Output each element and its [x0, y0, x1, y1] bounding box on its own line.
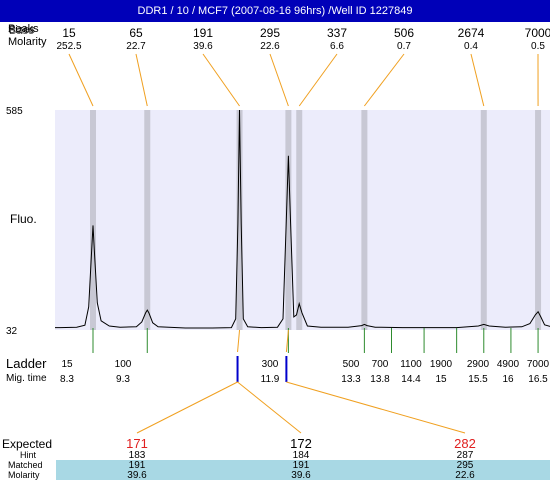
- matched-value: 191: [293, 460, 310, 471]
- ladder-time-label: 9.3: [116, 374, 130, 385]
- peak-callout-line: [298, 53, 338, 107]
- peak-band: [361, 110, 368, 330]
- peak-molarity-label: 39.6: [193, 41, 213, 52]
- molarity-label: Molarity: [8, 36, 47, 48]
- peak-size-label: 337: [327, 26, 347, 40]
- peaks-label: Peaks: [8, 23, 39, 35]
- sizes-label: Sizes: [8, 24, 35, 36]
- fluorescence-trace: [54, 109, 550, 329]
- hint-value: 183: [129, 450, 146, 461]
- peak-size-label: 295: [260, 26, 280, 40]
- header-labels: Peaks Sizes Base Molarity: [8, 23, 47, 48]
- peak-band: [285, 110, 292, 330]
- y-min-label: 32: [6, 326, 18, 337]
- base-label: Base: [9, 25, 34, 37]
- expected-link-line: [136, 381, 238, 434]
- peak-molarity-label: 22.6: [260, 41, 280, 52]
- peak-callout-line: [269, 53, 289, 107]
- plot-area: [55, 110, 550, 330]
- peak-molarity-label: 0.7: [397, 41, 411, 52]
- molarity-value: 39.6: [291, 470, 311, 480]
- peak-size-label: 15: [62, 26, 76, 40]
- peak-molarity-label: 6.6: [330, 41, 344, 52]
- ladder-time-label: 16: [502, 374, 514, 385]
- expected-value: 171: [126, 436, 148, 451]
- hint-value: 184: [293, 450, 310, 461]
- peak-band: [144, 110, 151, 330]
- peak-band: [236, 110, 243, 330]
- matched-value: 191: [129, 460, 146, 471]
- hint-label: Hint: [20, 450, 37, 460]
- ladder-size-label: 4900: [497, 359, 520, 370]
- peak-callout-line: [202, 53, 240, 107]
- ladder-time-label: 14.4: [401, 374, 421, 385]
- ladder-size-label: 500: [343, 359, 360, 370]
- peak-callout-line: [135, 53, 148, 107]
- matched-row-bg: [56, 460, 550, 480]
- peak-callout-line: [470, 53, 485, 107]
- ladder-label: Ladder: [6, 356, 47, 371]
- ladder-time-label: 13.3: [341, 374, 361, 385]
- y-max-label: 585: [6, 106, 23, 117]
- molarity-value: 22.6: [455, 470, 475, 480]
- ladder-time-label: 15.5: [468, 374, 488, 385]
- ladder-ticks: 15 8.3 100 9.3 300 11.9 500 13.3 700 13.8 1100 14.4…: [60, 328, 550, 385]
- peak-callouts: [68, 53, 539, 107]
- plot-background: [55, 110, 550, 330]
- peak-size-label: 506: [394, 26, 414, 40]
- peak-size-label: 65: [129, 26, 143, 40]
- ladder-time-label: 13.8: [370, 374, 390, 385]
- peak-size-label: 7000: [525, 26, 550, 40]
- marker-hook: [237, 329, 241, 353]
- axis-labels: 585 32 Fluo.: [6, 106, 37, 337]
- peak-band: [296, 110, 303, 330]
- peak-molarity-label: 252.5: [56, 41, 81, 52]
- peak-molarity-label: 0.5: [531, 41, 545, 52]
- peak-band: [480, 110, 487, 330]
- ladder-size-label: 1100: [400, 359, 422, 370]
- ladder-size-label: 100: [115, 359, 132, 370]
- peak-size-label: 2674: [458, 26, 485, 40]
- ladder-row: Ladder Mig. time: [6, 356, 47, 384]
- ladder-size-label: 300: [262, 359, 279, 370]
- ladder-time-label: 8.3: [60, 374, 74, 385]
- ladder-time-label: 15: [435, 374, 447, 385]
- matched-label: Matched: [8, 460, 43, 470]
- ladder-size-label: 700: [372, 359, 389, 370]
- ladder-time-label: 11.9: [261, 374, 280, 385]
- expected-value: 282: [454, 436, 476, 451]
- molarity-bottom-label: Molarity: [8, 470, 40, 480]
- peak-band: [89, 110, 96, 330]
- peak-callout-line: [363, 53, 405, 107]
- expected-links: [136, 381, 466, 434]
- mig-time-label: Mig. time: [6, 373, 47, 384]
- ladder-size-label: 2900: [467, 359, 490, 370]
- ladder-size-label: 15: [61, 359, 73, 370]
- peak-molarity-label: 22.7: [126, 41, 146, 52]
- window-title: DDR1 / 10 / MCF7 (2007-08-16 96hrs) /Wel…: [0, 0, 550, 22]
- expected-link-line: [286, 381, 466, 434]
- peak-size-label: 191: [193, 26, 213, 40]
- ladder-size-label: 1900: [430, 359, 453, 370]
- ladder-size-label: 7000: [527, 359, 550, 370]
- fluo-label: Fluo.: [10, 212, 37, 226]
- expected-value: 172: [290, 436, 312, 451]
- matched-value: 295: [457, 460, 474, 471]
- matched-markers: [236, 329, 289, 382]
- peak-bands: [89, 110, 542, 330]
- expected-label: Expected: [2, 437, 52, 451]
- molarity-value: 39.6: [127, 470, 147, 480]
- hint-value: 287: [457, 450, 474, 461]
- marker-hook: [285, 329, 289, 353]
- peak-molarity-label: 0.4: [464, 41, 478, 52]
- peak-band: [535, 110, 542, 330]
- peak-callout-line: [68, 53, 94, 107]
- expected-link-line: [237, 381, 302, 434]
- ladder-time-label: 16.5: [528, 374, 548, 385]
- expected-table: Expected Hint Matched Molarity: [2, 437, 550, 480]
